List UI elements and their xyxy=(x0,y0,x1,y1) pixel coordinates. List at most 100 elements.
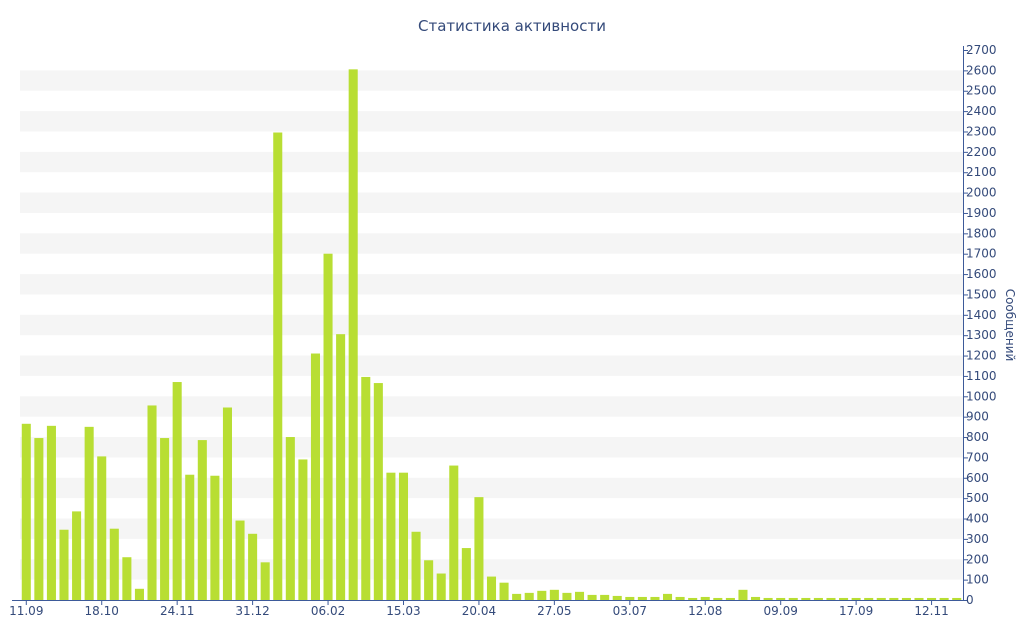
bar xyxy=(562,592,572,600)
bar xyxy=(436,573,446,600)
y-tick-label: 1100 xyxy=(966,369,997,383)
bar xyxy=(524,592,534,600)
bar xyxy=(876,597,886,600)
x-tick-label: 20.04 xyxy=(462,604,496,618)
bar xyxy=(84,426,94,600)
bar xyxy=(751,596,761,600)
y-tick-label: 700 xyxy=(966,450,989,464)
bar xyxy=(788,597,798,600)
bar xyxy=(512,593,522,600)
y-tick-label: 100 xyxy=(966,573,989,587)
x-axis-ticks: 11.09 18.10 24.11 31.12 06.02 15.03 20.04 27.05… xyxy=(9,600,949,618)
bar xyxy=(160,438,170,600)
bar xyxy=(637,596,647,600)
y-tick-label: 0 xyxy=(966,593,974,607)
bar xyxy=(663,593,673,600)
bar xyxy=(222,407,232,600)
bar xyxy=(134,588,144,600)
y-tick-label: 2700 xyxy=(966,43,997,57)
bar xyxy=(424,560,434,600)
bar xyxy=(474,497,484,600)
bar xyxy=(612,595,622,600)
bar xyxy=(273,132,283,600)
bar xyxy=(537,590,547,600)
grid-bands xyxy=(20,70,963,580)
bar xyxy=(763,597,773,600)
chart-title: Статистика активности xyxy=(418,17,606,35)
x-tick-label: 11.09 xyxy=(9,604,43,618)
bar xyxy=(59,529,69,600)
x-tick-label: 17.09 xyxy=(839,604,873,618)
bar-series xyxy=(21,69,962,600)
y-tick-label: 1900 xyxy=(966,206,997,220)
y-tick-label: 600 xyxy=(966,471,989,485)
grid-band xyxy=(20,314,963,336)
bar xyxy=(72,511,82,600)
x-tick-label: 24.11 xyxy=(160,604,194,618)
y-tick-label: 2600 xyxy=(966,63,997,77)
y-tick-label: 1800 xyxy=(966,226,997,240)
bar xyxy=(600,594,610,600)
bar xyxy=(97,456,107,600)
bar xyxy=(461,548,471,600)
bar xyxy=(688,597,698,600)
grid-band xyxy=(20,274,963,295)
y-tick-label: 2000 xyxy=(966,186,997,200)
bar xyxy=(386,472,396,600)
bar xyxy=(826,597,836,600)
bar xyxy=(185,474,195,600)
x-tick-label: 15.03 xyxy=(386,604,420,618)
bar xyxy=(776,597,786,600)
bar xyxy=(310,353,320,600)
bar xyxy=(864,597,874,600)
grid-band xyxy=(20,396,963,417)
bar xyxy=(914,597,924,600)
x-tick-label: 12.08 xyxy=(688,604,722,618)
x-tick-label: 18.10 xyxy=(85,604,119,618)
bar xyxy=(197,440,207,600)
bar xyxy=(323,253,333,600)
y-tick-label: 400 xyxy=(966,512,989,526)
bar xyxy=(260,562,270,600)
x-tick-label: 03.07 xyxy=(613,604,647,618)
y-tick-label: 2500 xyxy=(966,84,997,98)
bar xyxy=(46,425,56,600)
bar xyxy=(361,376,371,600)
bar xyxy=(486,576,497,600)
bar xyxy=(298,459,308,600)
bar xyxy=(700,596,710,600)
grid-band xyxy=(20,518,963,539)
y-tick-label: 1000 xyxy=(966,389,997,403)
x-tick-label: 12.11 xyxy=(914,604,948,618)
y-tick-label: 1700 xyxy=(966,247,997,261)
y-tick-label: 2300 xyxy=(966,124,997,138)
y-tick-label: 800 xyxy=(966,430,989,444)
bar xyxy=(122,557,132,600)
bar xyxy=(725,597,735,600)
bar xyxy=(235,520,245,600)
bar xyxy=(927,597,937,600)
y-axis-label: Сообщений xyxy=(1003,289,1017,362)
bar xyxy=(889,597,899,600)
bar xyxy=(109,528,119,600)
bar xyxy=(411,531,421,600)
x-tick-label: 09.09 xyxy=(764,604,798,618)
bar xyxy=(147,405,157,600)
y-tick-label: 2400 xyxy=(966,104,997,118)
bar xyxy=(336,334,346,600)
y-tick-label: 2100 xyxy=(966,165,997,179)
bar xyxy=(801,597,811,600)
y-tick-label: 1400 xyxy=(966,308,997,322)
bar xyxy=(952,597,962,600)
x-tick-label: 31.12 xyxy=(235,604,269,618)
x-tick-label: 27.05 xyxy=(537,604,571,618)
y-tick-label: 1600 xyxy=(966,267,997,281)
bar xyxy=(549,589,559,600)
y-tick-label: 1300 xyxy=(966,328,997,342)
bar xyxy=(348,69,358,600)
grid-band xyxy=(20,437,963,458)
y-tick-label: 300 xyxy=(966,532,989,546)
bar xyxy=(285,437,295,600)
bar xyxy=(34,438,44,600)
